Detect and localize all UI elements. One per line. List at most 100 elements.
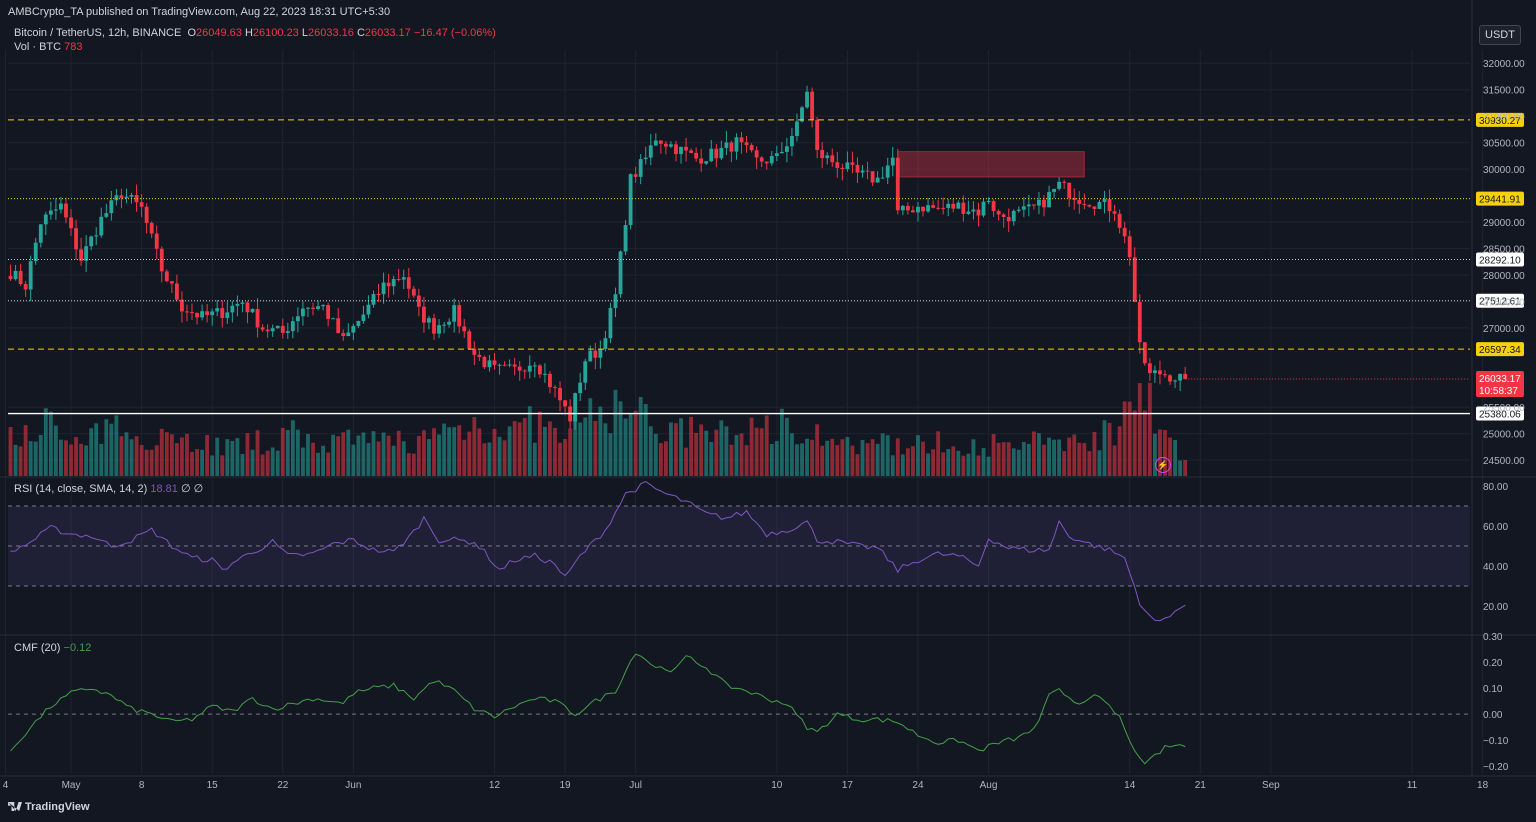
volume-bar xyxy=(1152,433,1157,476)
cmf-line xyxy=(10,653,1186,765)
volume-bar xyxy=(366,443,371,476)
cmf-legend: CMF (20) −0.12 xyxy=(14,642,91,654)
volume-bar xyxy=(94,423,99,476)
candle-body xyxy=(104,213,109,217)
candle-body xyxy=(870,171,875,183)
candle-body xyxy=(386,282,391,287)
volume-bar xyxy=(43,408,48,476)
candle-body xyxy=(835,162,840,168)
candle-body xyxy=(396,279,401,281)
volume-bar xyxy=(301,447,305,476)
volume-bar xyxy=(1132,410,1137,476)
candle-body xyxy=(295,316,300,322)
lightning-icon[interactable]: ⚡ xyxy=(1155,457,1171,473)
volume-bar xyxy=(573,412,578,476)
volume-bar xyxy=(109,423,114,476)
price-tick-label: 28000.00 xyxy=(1483,271,1525,282)
time-tick-label: 18 xyxy=(1477,780,1489,791)
candle-body xyxy=(1142,342,1147,364)
candle-body xyxy=(563,400,567,407)
candle-body xyxy=(1052,188,1057,192)
candle-body xyxy=(966,211,971,214)
volume-bar xyxy=(663,441,668,476)
volume-bar xyxy=(84,445,89,476)
candle-body xyxy=(855,164,860,173)
volume-bar xyxy=(447,427,452,476)
candle-body xyxy=(376,293,381,295)
candle-body xyxy=(285,331,290,333)
volume-bar xyxy=(346,429,351,476)
candle-body xyxy=(124,196,129,199)
price-tick-label: 30500.00 xyxy=(1483,139,1525,150)
volume-bar xyxy=(749,417,754,476)
level-label-bg xyxy=(1476,252,1524,267)
price-tick-label: 30000.00 xyxy=(1483,165,1525,176)
candle-body xyxy=(411,288,416,296)
candle-body xyxy=(981,201,986,216)
volume-bar xyxy=(900,454,905,476)
candle-body xyxy=(1097,202,1102,209)
candle-body xyxy=(250,308,255,313)
cmf-tick-label: 0.10 xyxy=(1483,684,1503,695)
last-price-tag xyxy=(1476,370,1524,397)
volume-bar xyxy=(1102,420,1107,476)
candle-body xyxy=(1168,375,1172,382)
candle-body xyxy=(306,307,310,309)
volume-bar xyxy=(185,433,189,476)
volume-bar xyxy=(1001,442,1006,476)
volume-bar xyxy=(316,452,320,476)
volume-bar xyxy=(331,434,336,476)
volume-value: 783 xyxy=(64,41,83,53)
volume-bar xyxy=(270,447,275,476)
candle-body xyxy=(1032,204,1036,206)
currency-button[interactable]: USDT xyxy=(1479,25,1521,45)
candle-body xyxy=(220,308,225,319)
time-tick-label: Sep xyxy=(1262,780,1280,791)
volume-bar xyxy=(1127,401,1132,476)
candle-body xyxy=(492,360,497,365)
volume-bar xyxy=(1021,441,1026,476)
volume-bar xyxy=(921,441,925,476)
candle-body xyxy=(240,302,245,304)
volume-bar xyxy=(815,424,820,476)
volume-bar xyxy=(1016,449,1021,476)
volume-bar xyxy=(774,440,779,476)
volume-bar xyxy=(477,428,482,476)
candle-body xyxy=(830,155,835,163)
volume-bar xyxy=(653,433,658,476)
volume-bar xyxy=(643,403,648,476)
volume-bar xyxy=(210,455,215,476)
volume-bar xyxy=(694,432,699,476)
volume-bar xyxy=(522,418,527,476)
candle-body xyxy=(53,209,58,211)
volume-bar xyxy=(48,411,53,476)
candle-body xyxy=(865,170,870,172)
candle-body xyxy=(290,321,295,332)
volume-bar xyxy=(225,439,230,476)
candle-body xyxy=(986,201,991,203)
rsi-tick-label: 80.00 xyxy=(1483,482,1508,493)
volume-bar xyxy=(285,430,290,476)
candle-body xyxy=(951,203,956,209)
volume-bar xyxy=(885,435,890,476)
volume-bar xyxy=(784,417,789,476)
candle-body xyxy=(341,333,346,337)
candle-body xyxy=(129,194,134,197)
volume-bar xyxy=(795,444,799,476)
candle-body xyxy=(956,202,961,209)
volume-bar xyxy=(169,434,174,476)
candle-body xyxy=(850,162,855,165)
candle-body xyxy=(1072,197,1077,200)
candle-body xyxy=(779,151,784,154)
candle-body xyxy=(573,393,578,422)
candle-body xyxy=(643,157,648,160)
volume-bar xyxy=(467,431,472,476)
rsi-label: RSI (14, close, SMA, 14, 2) xyxy=(14,483,148,495)
time-tick-label: 8 xyxy=(139,780,145,791)
candle-body xyxy=(1173,380,1177,382)
high-label: H xyxy=(244,27,253,39)
candle-body xyxy=(245,302,250,313)
volume-bar xyxy=(215,437,220,476)
volume-bar xyxy=(23,425,28,476)
